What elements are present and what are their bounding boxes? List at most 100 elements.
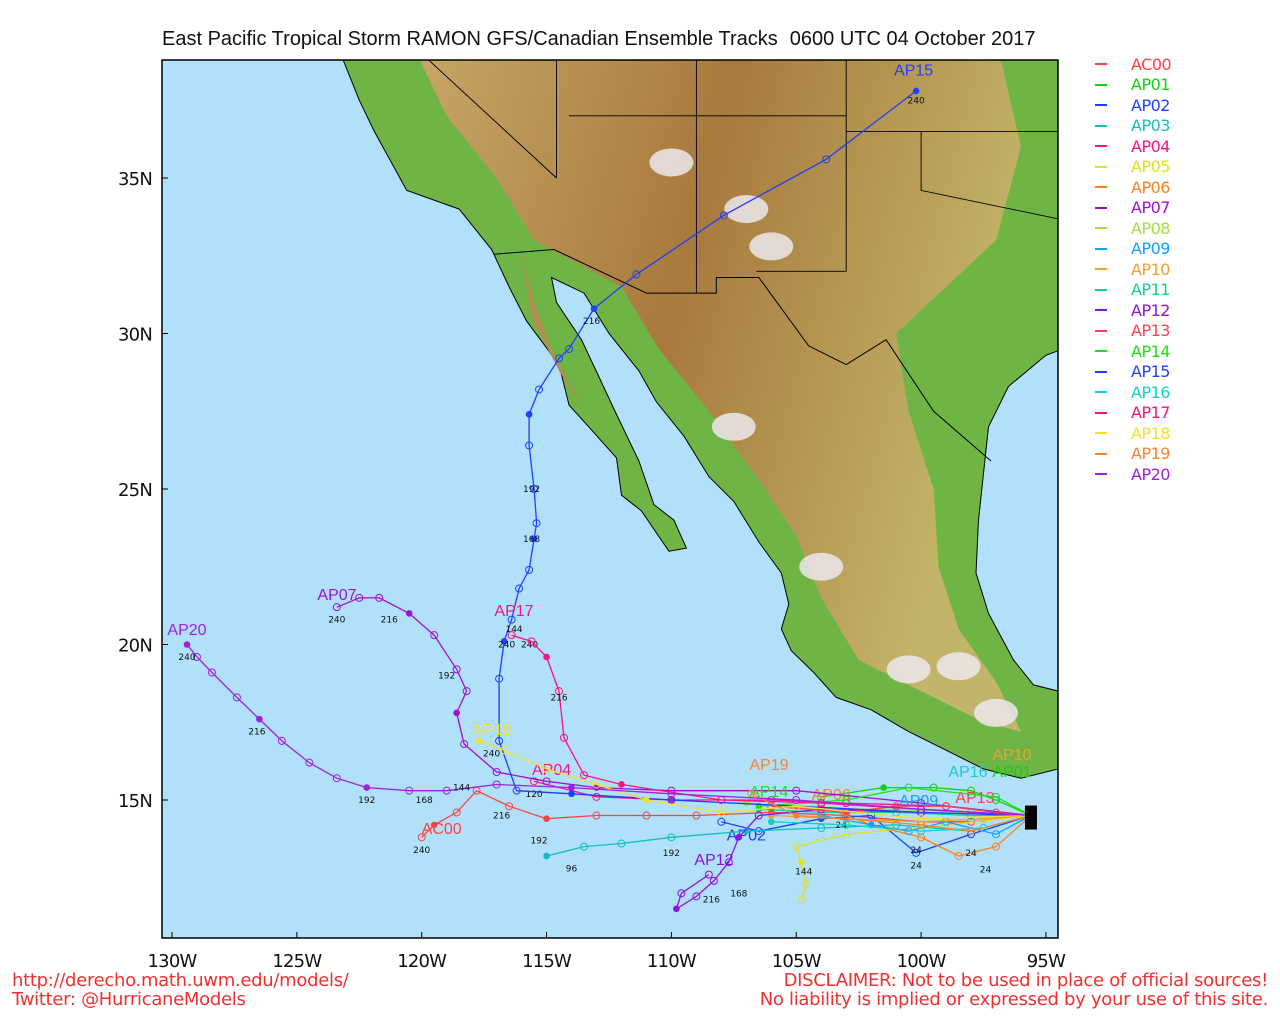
track-label: AP01 xyxy=(992,764,1031,781)
track-point xyxy=(642,811,651,820)
title-main: East Pacific Tropical Storm RAMON GFS/Ca… xyxy=(162,28,778,50)
track-point xyxy=(592,780,601,789)
legend-item-ap06: AP06 xyxy=(1095,177,1171,198)
track-point xyxy=(592,792,601,801)
track-point xyxy=(992,830,1001,839)
track-point xyxy=(754,811,763,820)
track-point xyxy=(880,784,887,791)
track-point xyxy=(507,615,516,624)
legend-item-ap15: AP15 xyxy=(1095,362,1171,383)
legend-label: AP13 xyxy=(1131,321,1170,341)
legend-swatch xyxy=(1095,268,1107,271)
track-point xyxy=(632,270,641,279)
track-point xyxy=(453,709,460,717)
legend-swatch xyxy=(1095,288,1107,291)
track-point xyxy=(617,839,626,848)
track-point xyxy=(942,802,951,811)
hour-label: 168 xyxy=(523,535,540,545)
footer-twitter[interactable]: Twitter: @HurricaneModels xyxy=(12,989,246,1010)
track-point xyxy=(580,771,589,780)
mountain-peak xyxy=(974,698,1019,727)
legend-label: AP05 xyxy=(1131,157,1170,177)
land-layer xyxy=(342,60,1058,779)
legend-swatch xyxy=(1095,186,1107,189)
track-point xyxy=(719,211,728,220)
track-point xyxy=(842,830,851,839)
track-line xyxy=(336,597,1032,817)
track-point xyxy=(797,895,806,904)
hour-label: 240 xyxy=(498,641,515,651)
legend-item-ap16: AP16 xyxy=(1095,382,1171,403)
track-point xyxy=(500,638,508,645)
track-point xyxy=(692,811,701,820)
legend-swatch xyxy=(1095,63,1107,66)
footer-url[interactable]: http://derecho.math.uwm.edu/models/ xyxy=(12,970,349,991)
hour-label: 216 xyxy=(493,812,510,822)
track-point xyxy=(332,774,341,783)
track-point xyxy=(452,665,461,674)
track-point xyxy=(555,687,564,696)
track-label: AP17 xyxy=(494,603,533,620)
track-point xyxy=(792,786,801,795)
track-point xyxy=(192,652,201,661)
hour-label: 192 xyxy=(358,796,375,806)
us-mexico-border xyxy=(494,248,992,462)
track-point xyxy=(822,155,831,164)
track-point xyxy=(954,851,963,860)
legend-swatch xyxy=(1095,329,1107,332)
track-point xyxy=(530,777,539,786)
track-point xyxy=(405,786,414,795)
track-point xyxy=(590,305,598,312)
hour-label: 120 xyxy=(525,790,542,800)
lon-tick-label: 115W xyxy=(522,951,572,972)
mountain-peak xyxy=(724,195,769,224)
hour-label: 144 xyxy=(505,625,522,635)
lon-tick-label: 120W xyxy=(397,951,447,972)
highlands xyxy=(419,60,1021,732)
track-point xyxy=(709,876,718,885)
track-point xyxy=(592,811,601,820)
hour-label: 240 xyxy=(908,96,925,106)
legend-label: AP08 xyxy=(1131,218,1170,238)
legend-item-ap07: AP07 xyxy=(1095,198,1171,219)
hour-label: 96 xyxy=(566,865,578,875)
lat-tick-label: 25N xyxy=(118,480,152,501)
track-point xyxy=(792,812,800,819)
track-label: AP18 xyxy=(472,722,511,739)
mountain-peak xyxy=(649,148,694,177)
track-ap18: 240 AP18 xyxy=(472,722,1035,823)
track-point xyxy=(460,740,469,749)
track-label: AP13 xyxy=(955,790,994,807)
track-point xyxy=(475,737,483,745)
track-point xyxy=(792,802,801,811)
track-point xyxy=(442,786,451,795)
track-point xyxy=(542,777,551,786)
legend-swatch xyxy=(1095,350,1107,353)
track-point xyxy=(417,833,426,842)
plot-frame xyxy=(161,59,1059,939)
legend-item-ap18: AP18 xyxy=(1095,423,1171,444)
track-point xyxy=(512,786,521,795)
hour-label: 240 xyxy=(328,616,345,626)
legend-label: AC00 xyxy=(1131,54,1172,74)
legend-label: AP11 xyxy=(1131,280,1170,300)
track-point xyxy=(535,385,544,394)
legend-swatch xyxy=(1095,83,1107,86)
track-point xyxy=(532,519,541,528)
legend-item-ap02: AP02 xyxy=(1095,95,1171,116)
track-point xyxy=(667,789,676,798)
chart-title: East Pacific Tropical Storm RAMON GFS/Ca… xyxy=(162,28,1035,51)
track-point xyxy=(277,736,286,745)
lon-tick-label: 100W xyxy=(897,951,947,972)
track-ap12: 216 168 192 AP12 xyxy=(663,805,1035,913)
track-ap07: 192 216 240 AP07 xyxy=(317,587,1035,819)
track-point xyxy=(256,715,263,723)
track-point xyxy=(917,827,926,836)
track-point xyxy=(842,820,851,829)
legend-item-ap03: AP03 xyxy=(1095,116,1171,137)
hour-label: 240 xyxy=(521,641,538,651)
legend-item-ac00: AC00 xyxy=(1095,54,1172,75)
track-point xyxy=(530,535,538,543)
legend-item-ap12: AP12 xyxy=(1095,300,1171,321)
track-point xyxy=(530,485,539,493)
